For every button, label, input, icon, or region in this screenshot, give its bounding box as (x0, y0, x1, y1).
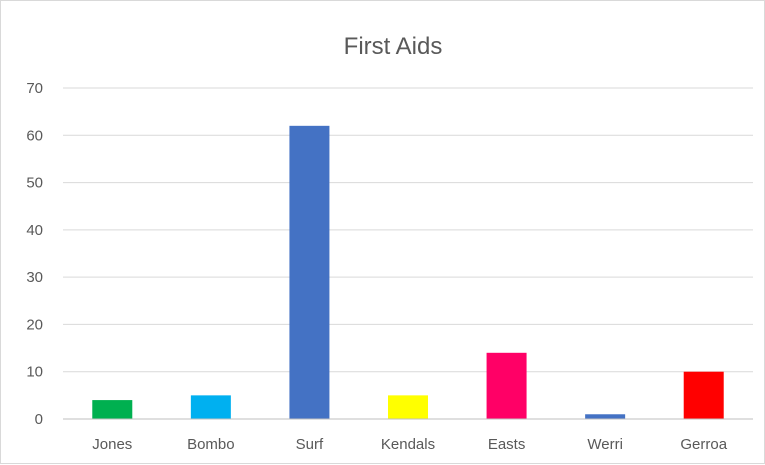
x-tick-label: Werri (587, 436, 623, 453)
bar-jones (92, 400, 133, 419)
bar-gerroa (683, 371, 724, 419)
bars (92, 125, 724, 419)
y-tick-label: 20 (26, 316, 43, 333)
y-tick-label: 30 (26, 269, 43, 286)
y-tick-label: 50 (26, 175, 43, 192)
y-tick-label: 0 (35, 411, 43, 428)
gridlines (63, 87, 753, 373)
x-axis-ticks: Jones Bombo Surf Kendals Easts Werri Gerroa (92, 436, 727, 453)
chart-title: First Aids (344, 33, 443, 60)
bar-kendals (388, 395, 428, 419)
x-tick-label: Kendals (381, 436, 435, 453)
x-tick-label: Jones (92, 436, 132, 453)
y-tick-label: 60 (26, 127, 43, 144)
x-tick-label: Easts (488, 436, 526, 453)
x-tick-label: Bombo (187, 436, 235, 453)
x-tick-label: Gerroa (680, 436, 727, 453)
x-tick-label: Surf (296, 436, 324, 453)
y-tick-label: 40 (26, 222, 43, 239)
bar-surf (289, 125, 330, 419)
y-tick-label: 70 (26, 80, 43, 97)
bar-werri (585, 414, 626, 419)
y-tick-label: 10 (26, 364, 43, 381)
y-axis-ticks: 0 10 20 30 40 50 60 70 (26, 80, 43, 428)
bar-easts (486, 352, 527, 419)
bar-bombo (190, 395, 231, 419)
